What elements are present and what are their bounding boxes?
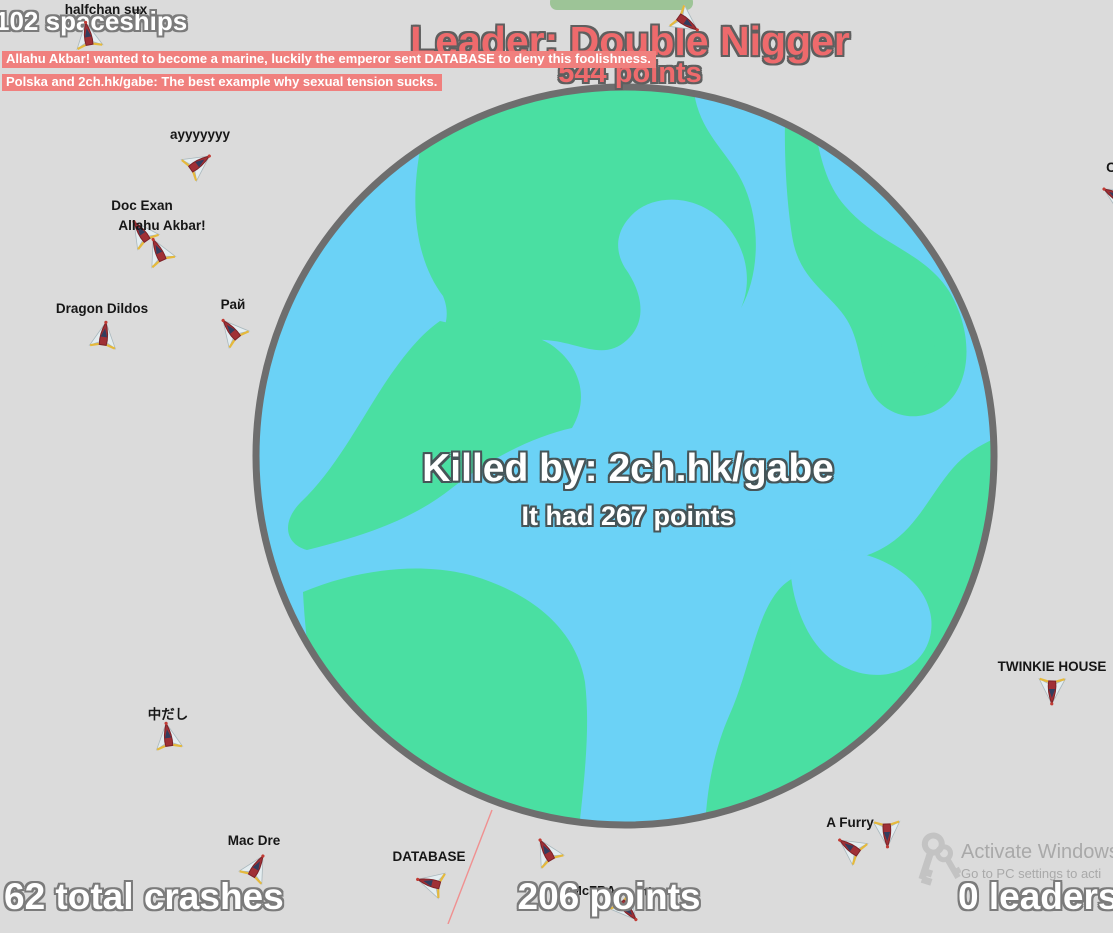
player-name-label: C [1106,160,1113,175]
killed-by-message: Killed by: 2ch.hk/gabe [422,447,834,490]
windows-key-icon [918,832,961,886]
boost-bar [550,0,693,10]
total-crashes: 62 total crashes [4,876,284,917]
kill-feed-message: Allahu Akbar! wanted to become a marine,… [2,51,656,68]
planet [252,83,998,829]
player-name-label: ayyyyyyy [169,127,231,142]
player-name-label: A Furry [826,815,874,830]
player-name-label: Dragon Dildos [55,301,149,316]
player-name-fragment: t's [644,884,659,899]
planet-bay [789,549,932,675]
activate-windows-subtext: Go to PC settings to acti [961,866,1102,881]
player-name-label: Allahu Akbar! [118,218,206,233]
spaceship-icon [1038,677,1067,706]
activate-windows-text: Activate Windows [961,841,1113,863]
player-name-label: Mac Dre [227,833,281,848]
spaceship-icon [88,320,117,350]
player-name-label: Рай [220,297,246,312]
spaceship-icon [838,838,869,867]
killed-points-message: It had 267 points [521,501,735,531]
spaceship-icon [180,154,211,183]
player-name-label: DATABASE [392,849,466,864]
spaceship-icon [416,872,447,900]
kill-feed-message: Polska and 2ch.hk/gabe: The best example… [2,74,443,91]
spaceship-count: 102 spaceships [0,6,188,36]
player-name-fragment: McFBA [571,883,616,898]
score-points-text: 206 points [517,876,701,917]
player-name-label: halfchan sux [64,2,148,17]
player-name-label: Doc Exan [111,198,173,213]
spaceship-icon [132,220,161,251]
spaceship-icon [155,721,184,751]
spaceship-icon [538,838,566,870]
spaceship-icon [76,20,104,51]
spaceship-icon [668,3,699,32]
spaceship-icon [237,854,265,886]
score-points: 206 points [309,876,909,918]
spaceship-icon [872,820,901,849]
player-name-label: 中だし [147,707,189,722]
leaders-killed: 0 leaders [958,876,1113,917]
spaceship-icon [151,237,177,269]
spaceship-icon [221,318,251,350]
spaceship-icon [608,890,638,922]
kill-feed: Allahu Akbar! wanted to become a marine,… [2,51,656,97]
spaceship-icon [1102,187,1113,215]
player-name-label: TWINKIE HOUSE [997,659,1107,674]
planet-border [252,83,998,829]
